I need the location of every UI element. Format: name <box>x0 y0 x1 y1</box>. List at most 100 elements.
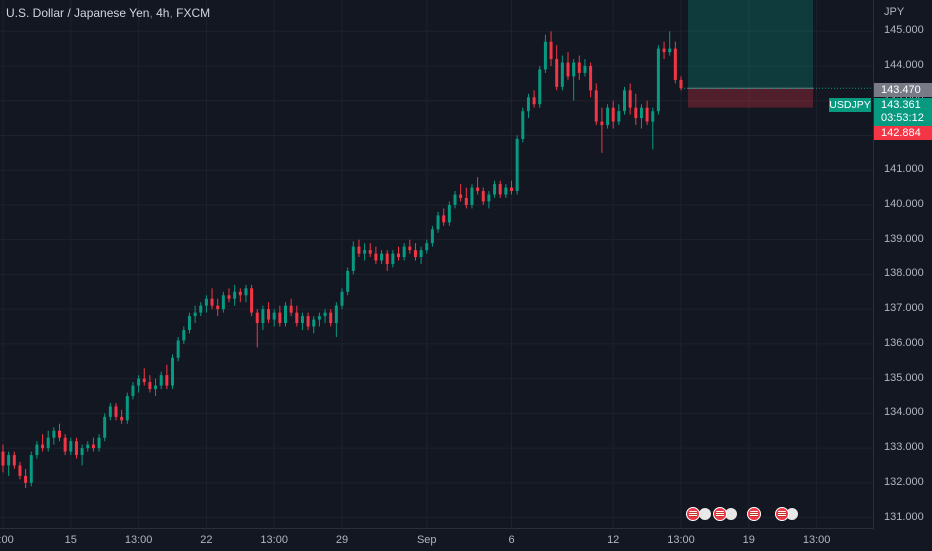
time-tick-label: Sep <box>416 534 437 546</box>
price-axis[interactable]: 146.000145.000144.000143.000142.000141.0… <box>873 0 932 530</box>
candle <box>408 239 412 254</box>
price-tick-label: 138.000 <box>884 267 924 280</box>
candle <box>24 468 28 489</box>
us-flag-icon[interactable] <box>747 507 761 521</box>
candle <box>594 83 598 126</box>
time-tick-label: 0:00 <box>0 534 14 546</box>
price-tick-label: 139.000 <box>884 232 924 245</box>
candle <box>74 437 78 459</box>
price-tick-label: 141.000 <box>884 163 924 176</box>
price-tick-label: 144.000 <box>884 59 924 71</box>
candle <box>238 288 242 303</box>
candle <box>187 312 191 334</box>
candle <box>543 34 547 73</box>
candle <box>510 180 513 195</box>
price-tick-label: 140.000 <box>884 197 924 210</box>
candle <box>29 451 33 487</box>
candle <box>656 45 660 115</box>
time-tick-label: 6 <box>508 534 515 546</box>
price-tick-label: 134.000 <box>884 406 924 419</box>
candle <box>645 100 649 126</box>
candle <box>255 309 259 348</box>
candle <box>662 41 666 60</box>
candle <box>555 45 559 91</box>
candle <box>12 451 16 469</box>
price-tick-label: 132.000 <box>884 475 924 488</box>
candle <box>278 305 282 327</box>
candle <box>340 288 344 310</box>
candle <box>171 354 174 390</box>
price-tick-label: 135.000 <box>884 371 924 384</box>
candle <box>611 100 615 129</box>
candle <box>165 364 169 390</box>
candle <box>498 180 502 198</box>
candle <box>120 409 124 424</box>
time-axis[interactable]: 0:00 15 13:00 22 13:00 29 Sep 6 12 13:00 19 13:00 <box>0 528 873 551</box>
upper-price-tag: 143.470 <box>874 83 932 97</box>
candle <box>600 107 604 153</box>
candle <box>515 135 519 195</box>
candle <box>617 104 621 126</box>
candle <box>80 444 84 466</box>
candle <box>374 246 378 264</box>
candle <box>402 243 406 261</box>
candle <box>323 309 327 324</box>
candle <box>623 86 626 115</box>
candle <box>459 184 463 202</box>
candle <box>300 312 304 330</box>
us-flag-icon[interactable] <box>686 507 700 521</box>
candle <box>250 284 254 317</box>
price-tick-label: 136.000 <box>884 336 924 349</box>
candle <box>41 434 45 452</box>
candle <box>329 309 333 327</box>
time-tick-label: 15 <box>64 534 77 546</box>
symbol-price-label: USDJPY <box>829 98 871 112</box>
candle <box>137 375 141 393</box>
candle <box>142 368 146 386</box>
candle <box>391 250 395 268</box>
time-tick-label: 13:00 <box>260 534 288 546</box>
candle <box>176 336 180 362</box>
us-flag-icon[interactable] <box>713 507 727 521</box>
candle <box>317 312 321 327</box>
candle <box>46 430 50 452</box>
candle <box>58 423 61 442</box>
candle <box>526 93 530 119</box>
candle <box>334 302 338 337</box>
candle <box>651 107 655 150</box>
candle <box>413 243 417 261</box>
candle <box>289 298 293 317</box>
price-tick-label: 133.000 <box>884 441 924 454</box>
candle <box>1 444 5 473</box>
candle <box>476 177 480 195</box>
candle-countdown: 03:53:12 <box>881 112 924 124</box>
interval[interactable]: 4h <box>156 6 170 20</box>
price-tick-label: 131.000 <box>884 510 924 523</box>
candle <box>125 392 129 424</box>
candle <box>52 427 56 445</box>
candle <box>504 184 508 198</box>
price-chart[interactable] <box>0 0 873 528</box>
candle <box>397 246 400 261</box>
candle <box>606 104 610 129</box>
candle <box>583 59 587 77</box>
price-tick-label: 137.000 <box>884 302 924 315</box>
us-flag-icon[interactable] <box>775 507 789 521</box>
candle <box>566 52 570 80</box>
time-tick-label: 19 <box>742 534 755 546</box>
candle <box>453 191 457 209</box>
candle <box>63 434 67 456</box>
candle <box>86 441 90 452</box>
time-tick-label: 13:00 <box>802 534 831 546</box>
candle <box>182 326 186 344</box>
time-tick-label: 22 <box>200 534 213 546</box>
price-tick-label: 145.000 <box>884 24 924 37</box>
lower-price-tag: 142.884 <box>874 126 932 140</box>
candle <box>549 31 553 66</box>
candle <box>668 31 672 56</box>
candle <box>221 291 225 313</box>
candle <box>436 211 440 233</box>
candle <box>233 284 237 306</box>
candle <box>91 437 95 452</box>
candle <box>639 104 643 129</box>
